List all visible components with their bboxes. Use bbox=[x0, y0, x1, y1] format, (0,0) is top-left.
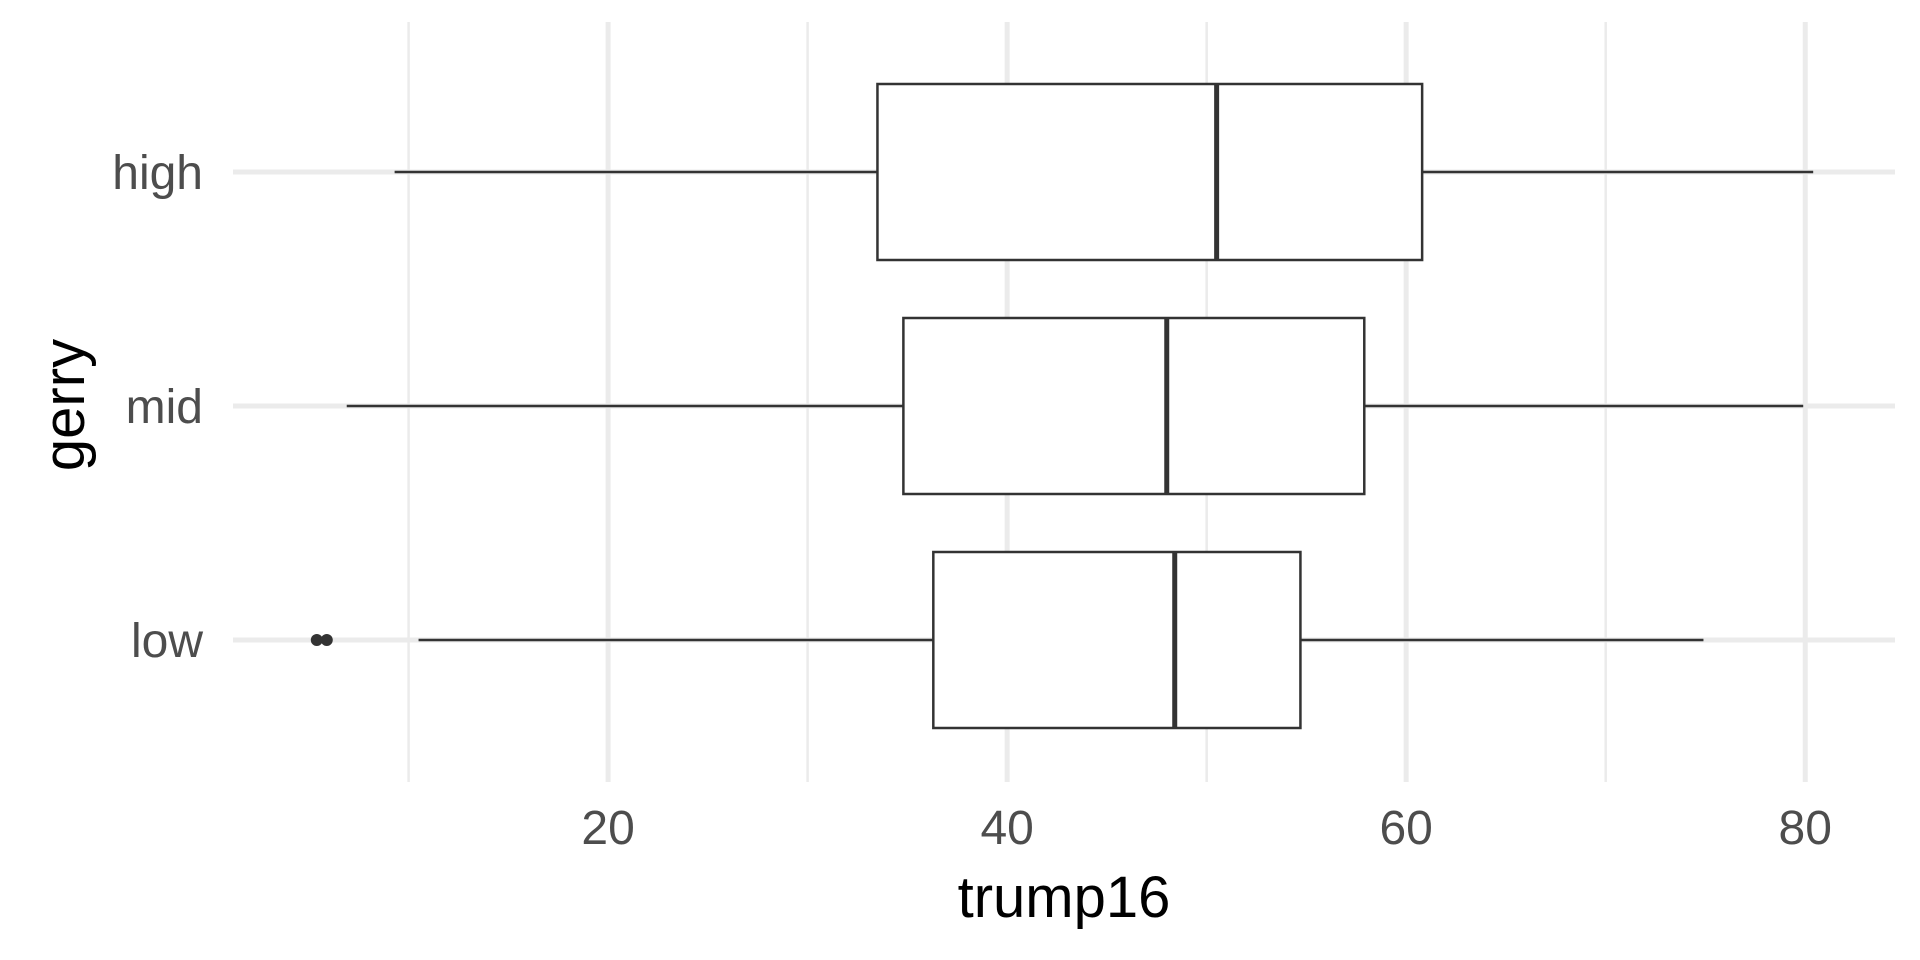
y-tick-label-low: low bbox=[131, 615, 203, 668]
y-tick-label-mid: mid bbox=[126, 381, 203, 434]
x-tick-label: 40 bbox=[980, 802, 1033, 855]
box-layer bbox=[310, 82, 1814, 730]
x-tick-label: 80 bbox=[1779, 802, 1832, 855]
interquartile-box bbox=[876, 82, 1424, 262]
x-axis-title: trump16 bbox=[958, 865, 1171, 930]
box-mid bbox=[346, 316, 1804, 496]
x-tick-label: 20 bbox=[581, 802, 634, 855]
y-tick-label-high: high bbox=[112, 147, 203, 200]
interquartile-box bbox=[932, 550, 1302, 730]
x-tick-label: 60 bbox=[1379, 802, 1432, 855]
outlier-point bbox=[310, 634, 323, 646]
box-high bbox=[394, 82, 1814, 262]
interquartile-box bbox=[902, 316, 1366, 496]
outlier-point bbox=[320, 634, 333, 646]
tick-labels: 20 40 60 80 low mid high bbox=[112, 147, 1832, 855]
y-axis-title: gerry bbox=[32, 339, 97, 471]
box-low bbox=[310, 550, 1704, 730]
